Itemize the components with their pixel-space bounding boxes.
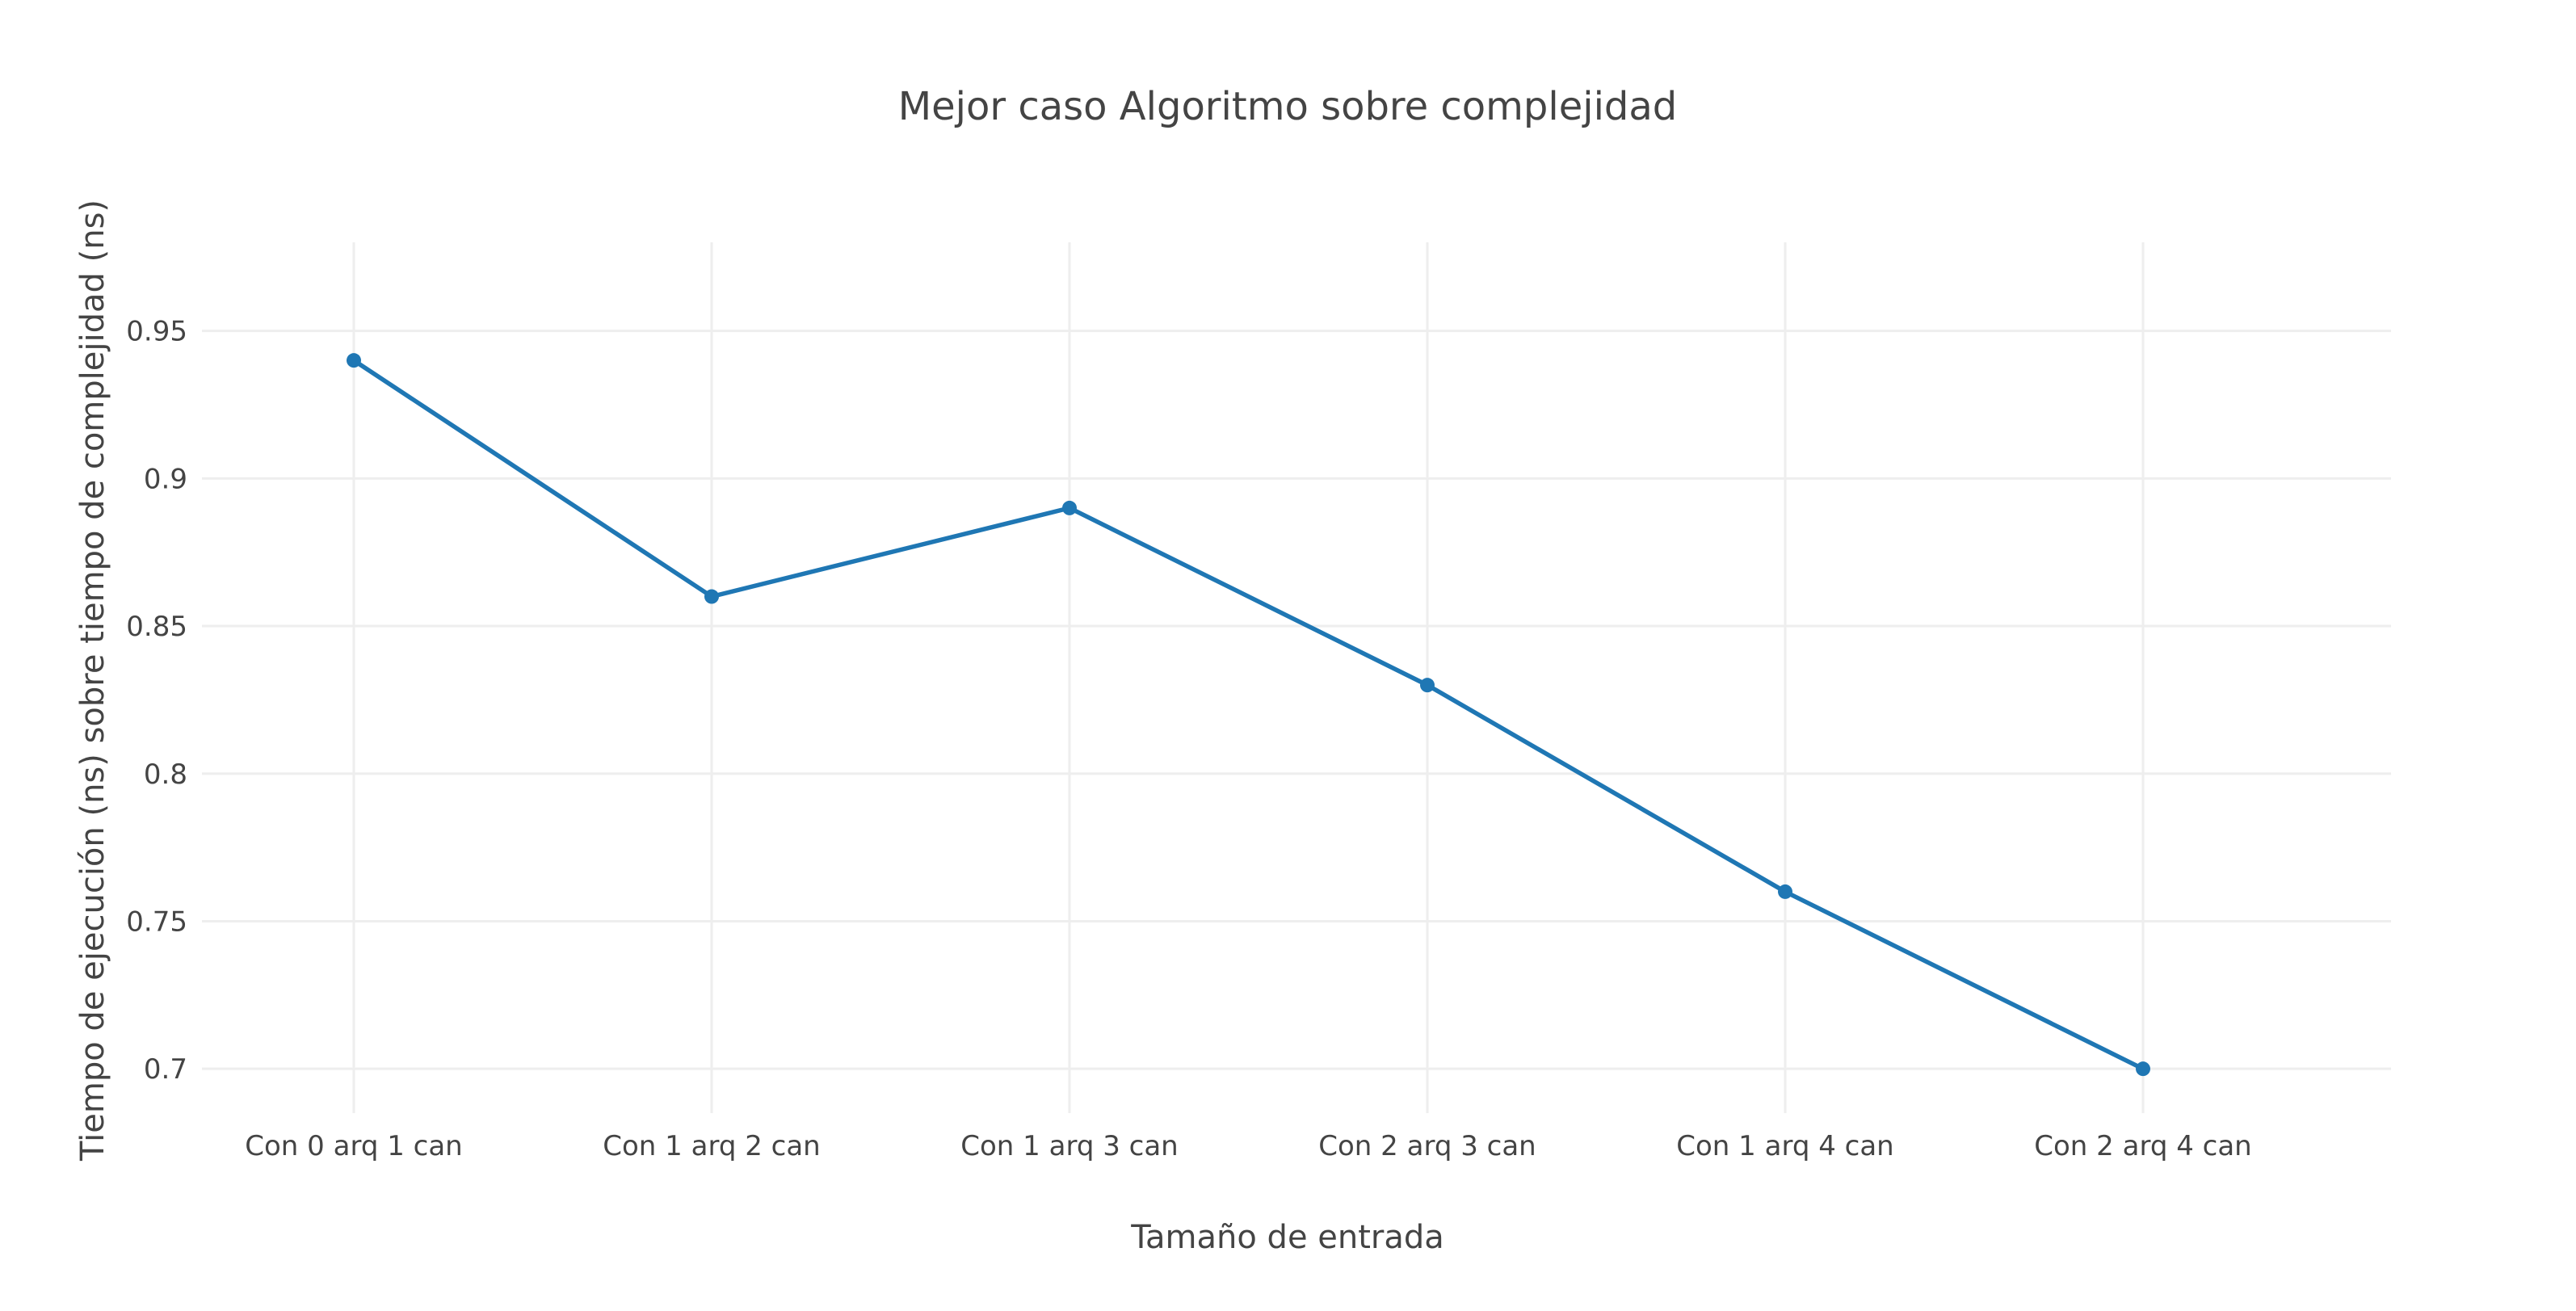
y-tick-label: 0.8 [144,758,187,791]
y-tick-label: 0.9 [144,463,187,495]
series-layer [347,353,2150,1077]
x-axis-ticks: Con 0 arq 1 can Con 1 arq 2 can Con 1 arq … [245,1130,2251,1162]
gridlines [202,242,2391,1113]
y-tick-label: 0.75 [126,906,187,938]
data-point [347,353,361,368]
data-point [704,589,719,604]
data-point [1778,884,1792,899]
data-point [2136,1061,2150,1077]
x-tick-label: Con 2 arq 3 can [1318,1130,1536,1162]
x-tick-label: Con 1 arq 4 can [1676,1130,1893,1162]
x-tick-label: Con 0 arq 1 can [245,1130,462,1162]
x-tick-label: Con 1 arq 2 can [603,1130,820,1162]
y-tick-label: 0.7 [144,1053,187,1086]
data-point [1062,500,1077,515]
series-line [351,358,2145,1071]
x-axis-title: Tamaño de entrada [1130,1219,1444,1256]
y-axis-ticks: 0.7 0.75 0.8 0.85 0.9 0.95 [126,316,187,1086]
x-tick-label: Con 1 arq 3 can [960,1130,1178,1162]
data-point [1420,678,1435,693]
y-axis-title: Tiempo de ejecución (ns) sobre tiempo de… [74,200,111,1162]
chart-title: Mejor caso Algoritmo sobre complejidad [898,84,1678,129]
y-tick-label: 0.95 [126,316,187,348]
y-tick-label: 0.85 [126,611,187,643]
x-tick-label: Con 2 arq 4 can [2034,1130,2251,1162]
